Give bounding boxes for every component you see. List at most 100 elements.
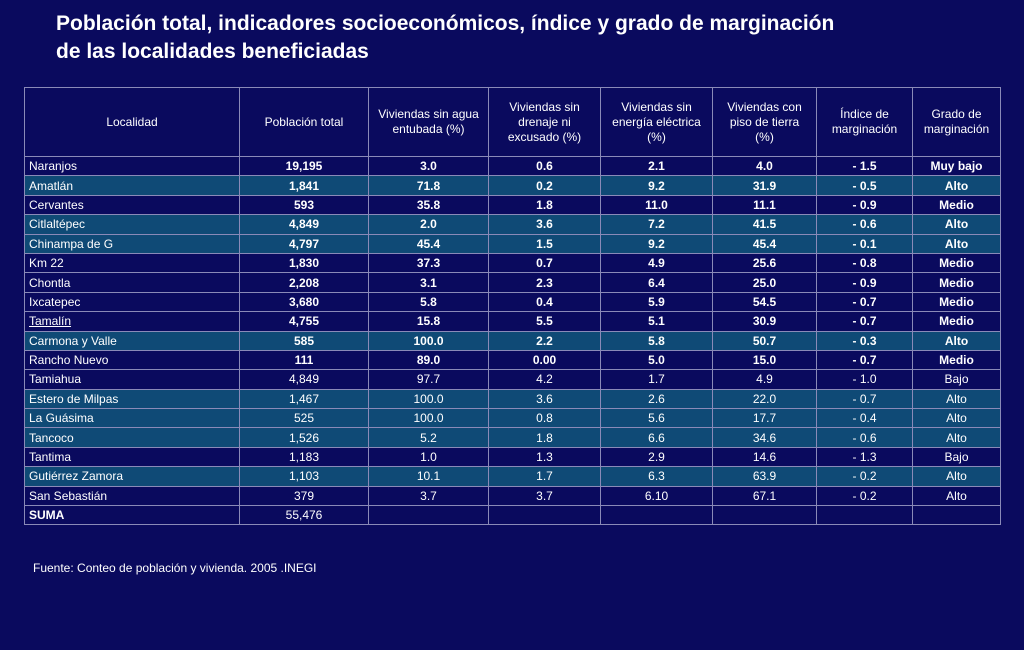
cell-piso: 30.9 [712,311,817,332]
cell-piso: 67.1 [712,485,817,507]
cell-poblacion: 1,103 [239,466,369,487]
cell-agua: 35.8 [368,194,489,216]
cell-indice: - 0.2 [816,466,913,487]
cell-localidad: Ixcatepec [24,291,240,313]
cell-energia: 1.7 [600,369,713,390]
cell-grado: Alto [912,388,1001,410]
cell-grado: Alto [912,330,1001,351]
table-row: Estero de Milpas 1,467 100.0 3.6 2.6 22.0- 0.… [24,388,1001,410]
table-row: Chontla 2,208 3.1 2.3 6.4 25.0- 0.9 Medio [24,272,1001,293]
cell-poblacion: 2,208 [239,272,369,293]
cell-drenaje: 1.7 [488,466,601,487]
cell-localidad: Citlaltépec [24,214,240,235]
cell-energia: 5.1 [600,311,713,332]
header-drenaje: Viviendas sin drenaje ni excusado (%) [488,87,601,157]
suma-empty [712,505,817,526]
cell-agua: 3.7 [368,485,489,507]
cell-indice: - 1.5 [816,155,913,177]
cell-piso: 41.5 [712,214,817,235]
cell-indice: - 0.7 [816,349,913,371]
cell-energia: 2.1 [600,155,713,177]
cell-localidad: Tantima [24,446,240,468]
suma-label: SUMA [24,505,240,526]
cell-piso: 22.0 [712,388,817,410]
cell-agua: 97.7 [368,369,489,390]
cell-energia: 9.2 [600,233,713,254]
title-line-1: Población total, indicadores socioeconóm… [56,12,835,35]
cell-indice: - 0.7 [816,291,913,313]
cell-piso: 63.9 [712,466,817,487]
cell-piso: 14.6 [712,446,817,468]
cell-indice: - 0.1 [816,233,913,254]
cell-localidad: Tancoco [24,427,240,448]
cell-agua: 3.0 [368,155,489,177]
cell-piso: 50.7 [712,330,817,351]
cell-localidad: Amatlán [24,175,240,196]
cell-grado: Medio [912,194,1001,216]
cell-piso: 54.5 [712,291,817,313]
cell-grado: Bajo [912,369,1001,390]
header-energia: Viviendas sin energía eléctrica (%) [600,87,713,157]
cell-poblacion: 4,849 [239,369,369,390]
table-row: Chinampa de G 4,797 45.4 1.5 9.2 45.4- 0.1 Alt… [24,233,1001,254]
cell-drenaje: 1.8 [488,427,601,448]
cell-localidad: Km 22 [24,252,240,274]
cell-grado: Medio [912,349,1001,371]
cell-poblacion: 4,797 [239,233,369,254]
cell-energia: 6.6 [600,427,713,448]
cell-indice: - 0.6 [816,427,913,448]
cell-piso: 25.6 [712,252,817,274]
cell-grado: Alto [912,427,1001,448]
table-row-suma: SUMA 55,476 [24,505,1001,526]
table-header-row: Localidad Población total Viviendas sin … [24,87,1001,157]
cell-energia: 6.3 [600,466,713,487]
table-row: Naranjos 19,195 3.0 0.6 2.1 4.0- 1.5 Muy bajo [24,155,1001,177]
table-row: Amatlán 1,841 71.8 0.2 9.2 31.9- 0.5 Alto [24,175,1001,196]
cell-indice: - 0.5 [816,175,913,196]
cell-drenaje: 1.5 [488,233,601,254]
cell-grado: Muy bajo [912,155,1001,177]
cell-piso: 45.4 [712,233,817,254]
cell-energia: 2.9 [600,446,713,468]
cell-indice: - 0.3 [816,330,913,351]
cell-grado: Medio [912,311,1001,332]
cell-energia: 5.8 [600,330,713,351]
cell-energia: 5.6 [600,408,713,429]
cell-drenaje: 0.7 [488,252,601,274]
marginacion-table: Localidad Población total Viviendas sin … [24,87,1001,526]
cell-energia: 6.4 [600,272,713,293]
table-row: La Guásima 525 100.0 0.8 5.6 17.7- 0.4 Alto [24,408,1001,429]
cell-indice: - 0.7 [816,388,913,410]
cell-localidad: Cervantes [24,194,240,216]
cell-agua: 15.8 [368,311,489,332]
cell-localidad: Rancho Nuevo [24,349,240,371]
table-body: Naranjos 19,195 3.0 0.6 2.1 4.0- 1.5 Muy bajo A… [24,155,1001,526]
table-row: Tantima 1,183 1.0 1.3 2.9 14.6- 1.3 Bajo [24,446,1001,468]
cell-drenaje: 0.6 [488,155,601,177]
source-note: Fuente: Conteo de población y vivienda. … [33,561,317,575]
cell-drenaje: 3.6 [488,388,601,410]
suma-empty [912,505,1001,526]
cell-indice: - 0.4 [816,408,913,429]
cell-poblacion: 111 [239,349,369,371]
cell-agua: 37.3 [368,252,489,274]
cell-piso: 11.1 [712,194,817,216]
table-row: Km 22 1,830 37.3 0.7 4.9 25.6- 0.8 Medio [24,252,1001,274]
suma-empty [488,505,601,526]
cell-agua: 100.0 [368,388,489,410]
suma-empty [600,505,713,526]
cell-piso: 4.0 [712,155,817,177]
cell-agua: 5.8 [368,291,489,313]
cell-poblacion: 1,526 [239,427,369,448]
cell-drenaje: 1.8 [488,194,601,216]
cell-drenaje: 3.6 [488,214,601,235]
cell-energia: 11.0 [600,194,713,216]
cell-drenaje: 1.3 [488,446,601,468]
cell-poblacion: 1,841 [239,175,369,196]
cell-agua: 100.0 [368,408,489,429]
cell-drenaje: 4.2 [488,369,601,390]
cell-localidad: La Guásima [24,408,240,429]
table-row: San Sebastián 379 3.7 3.7 6.10 67.1- 0.2 Alto [24,485,1001,507]
cell-localidad: Carmona y Valle [24,330,240,351]
cell-energia: 6.10 [600,485,713,507]
